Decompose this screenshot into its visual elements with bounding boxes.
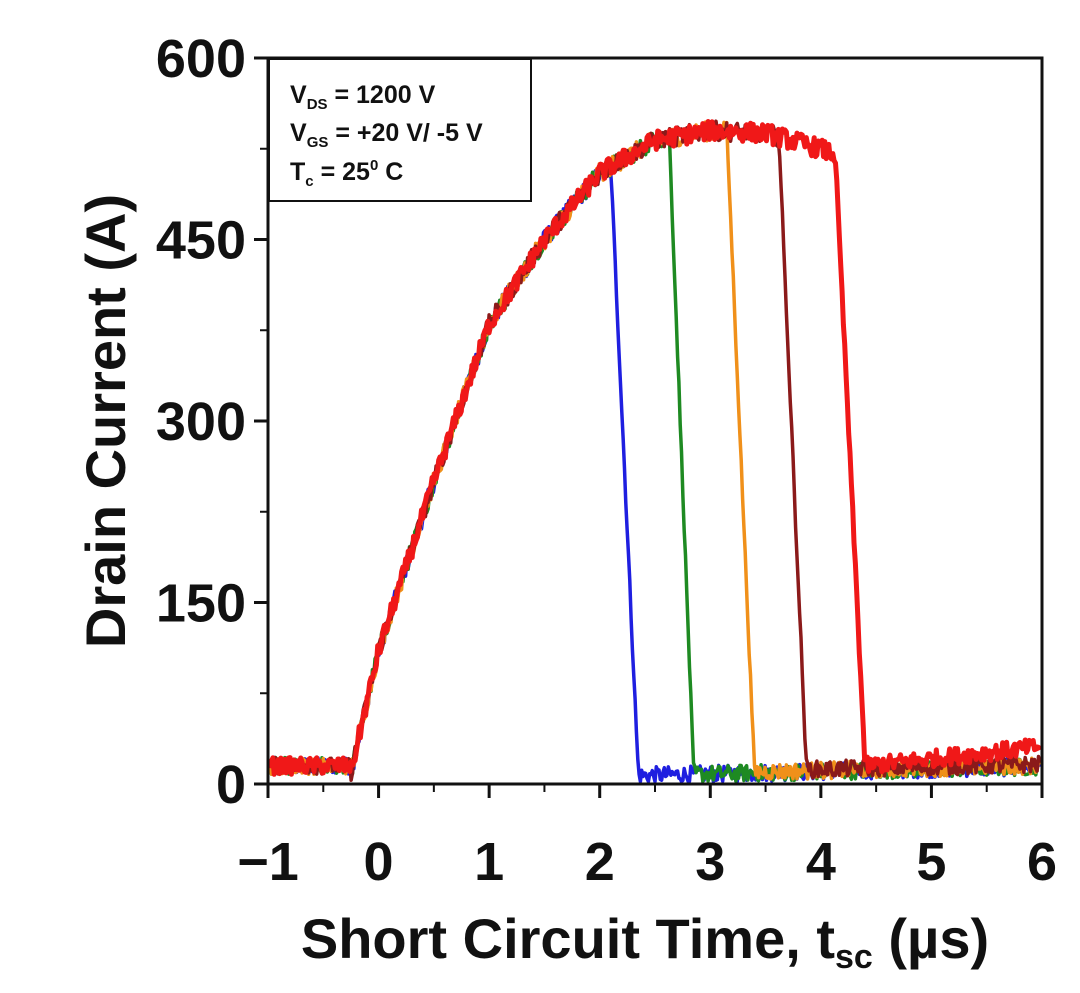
tc-unit: C [378,158,403,186]
series-line-blue [268,160,1042,784]
x-axis-title-unit: (µs) [873,907,989,970]
series-line-dark-red [268,119,1042,783]
x-axis-title: Short Circuit Time, tsc (µs) [301,907,989,976]
annotation-vds: VDS = 1200 V [290,81,436,113]
y-tick-label: 150 [156,574,246,634]
annotation-frame [268,58,532,202]
y-tick-label: 0 [216,755,246,815]
x-tick-label: −1 [237,832,299,892]
y-axis-title: Drain Current (A) [74,194,137,648]
x-tick-label: 5 [916,832,946,892]
x-tick-label: 4 [806,832,836,892]
series-line-green [268,131,1042,784]
vgs-value: = +20 V/ -5 V [328,119,483,147]
annotation-box: VDS = 1200 V VGS = +20 V/ -5 V Tc = 250 … [268,58,532,202]
x-tick-label: 6 [1027,832,1057,892]
annotation-vgs: VGS = +20 V/ -5 V [290,119,483,151]
series-layer [267,119,1043,784]
annotation-tc: Tc = 250 C [290,157,403,190]
x-tick-label: 0 [364,832,394,892]
tc-subscript: c [305,173,313,190]
series-line-red [267,119,1043,777]
vds-symbol: V [290,81,307,109]
x-tick-label: 2 [585,832,615,892]
tc-value: = 25 [314,158,370,186]
x-axis-title-subscript: sc [835,938,873,976]
x-tick-label: 3 [695,832,725,892]
y-tick-label: 450 [156,211,246,271]
x-tick-label: 1 [474,832,504,892]
axes-layer: −1 0 1 2 3 4 5 6 0 150 300 450 600 [156,29,1057,892]
y-tick-label: 600 [156,29,246,89]
vds-value: = 1200 V [328,81,436,109]
tc-superscript: 0 [370,157,378,174]
x-axis-title-main: Short Circuit Time, t [301,907,835,970]
tc-symbol: T [290,158,305,186]
vgs-subscript: GS [307,134,329,151]
vds-subscript: DS [307,96,328,113]
series-line-orange [268,120,1042,781]
y-tick-label: 300 [156,392,246,452]
vgs-symbol: V [290,119,307,147]
